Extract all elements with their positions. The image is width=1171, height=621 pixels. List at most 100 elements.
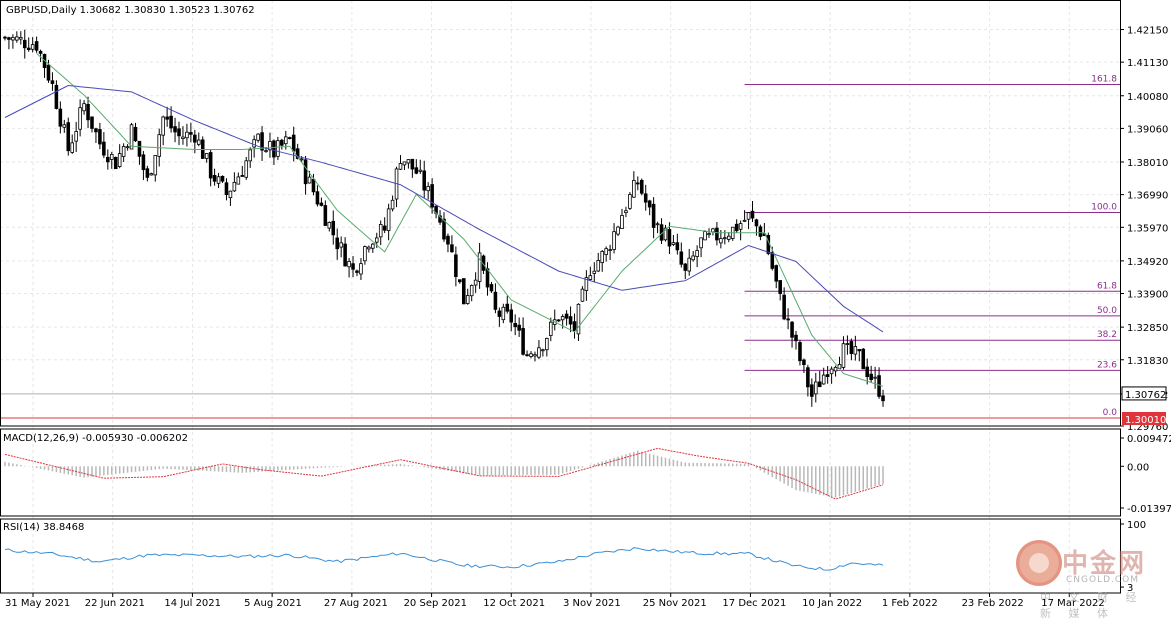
candle-body xyxy=(375,238,378,242)
candle-body xyxy=(458,280,461,282)
candle-body xyxy=(288,138,291,139)
candle-body xyxy=(356,271,359,273)
candle-body xyxy=(146,169,149,178)
candle-body xyxy=(617,227,620,234)
candle-body xyxy=(494,292,497,309)
candle-body xyxy=(454,255,457,277)
candle-body xyxy=(352,264,355,270)
candle-body xyxy=(67,123,70,151)
candle-body xyxy=(751,211,754,218)
candle-body xyxy=(63,125,66,128)
candle-body xyxy=(826,375,829,377)
candle-body xyxy=(379,224,382,236)
candle-body xyxy=(696,251,699,257)
candle-body xyxy=(474,280,477,285)
x-tick-label: 17 Dec 2021 xyxy=(722,598,786,609)
candle-body xyxy=(403,162,406,165)
candle-body xyxy=(174,127,177,132)
candle-body xyxy=(364,247,367,261)
candle-body xyxy=(249,150,252,161)
candle-body xyxy=(779,281,782,294)
rsi-title: RSI(14) 38.8468 xyxy=(3,522,84,533)
x-tick-label: 1 Feb 2022 xyxy=(882,598,938,609)
candle-body xyxy=(178,129,181,136)
fib-level-label: 38.2 xyxy=(1097,330,1117,340)
macd-signal-line xyxy=(5,448,883,499)
candle-body xyxy=(304,160,307,184)
candle-body xyxy=(640,180,643,193)
candle-body xyxy=(842,344,845,368)
x-tick-label: 10 Jan 2022 xyxy=(802,598,862,609)
candle-body xyxy=(320,203,323,205)
fib-level-label: 161.8 xyxy=(1091,75,1117,85)
candle-body xyxy=(300,159,303,160)
candle-body xyxy=(276,141,279,157)
candle-body xyxy=(822,375,825,384)
candle-body xyxy=(217,177,220,184)
candle-body xyxy=(237,177,240,184)
watermark-sub: CNGOLD.COM xyxy=(1066,575,1139,585)
candle-body xyxy=(478,253,481,282)
candles xyxy=(4,30,885,407)
candle-body xyxy=(506,304,509,311)
candle-body xyxy=(747,213,750,220)
candle-body xyxy=(818,382,821,387)
candle-body xyxy=(470,285,473,295)
candle-body xyxy=(557,320,560,321)
candle-body xyxy=(700,238,703,248)
candle-body xyxy=(632,180,635,197)
y-tick-label: 1.40080 xyxy=(1127,92,1168,103)
candle-body xyxy=(834,367,837,371)
candle-body xyxy=(636,183,639,184)
candle-body xyxy=(672,243,675,245)
candle-body xyxy=(170,116,173,128)
candle-body xyxy=(502,307,505,319)
watermark-tagline: 中 文 财 经 新 媒 体 xyxy=(1040,589,1171,621)
candle-body xyxy=(866,367,869,377)
candle-body xyxy=(273,141,276,157)
candle-body xyxy=(209,152,212,177)
candle-body xyxy=(613,232,616,250)
candle-body xyxy=(656,224,659,225)
candle-body xyxy=(83,104,86,111)
x-tick-label: 23 Feb 2022 xyxy=(962,598,1024,609)
moving-average-line xyxy=(5,86,883,332)
main-panel-frame xyxy=(1,1,1121,427)
candle-body xyxy=(19,37,22,39)
candle-body xyxy=(850,341,853,353)
candle-body xyxy=(605,249,608,255)
candle-body xyxy=(324,206,327,226)
candle-body xyxy=(253,140,256,147)
candle-body xyxy=(688,258,691,271)
candle-body xyxy=(874,377,877,378)
candle-body xyxy=(443,219,446,239)
candle-body xyxy=(407,160,410,163)
moving-averages xyxy=(5,54,883,387)
candle-body xyxy=(589,276,592,280)
fib-level-label: 61.8 xyxy=(1097,281,1117,291)
fib-level-label: 23.6 xyxy=(1097,360,1117,370)
y-tick-label: 1.42150 xyxy=(1127,26,1168,37)
candle-body xyxy=(549,322,552,335)
candle-body xyxy=(581,289,584,301)
x-tick-label: 14 Jul 2021 xyxy=(164,598,221,609)
current-price-label: 1.30762 xyxy=(1125,390,1166,401)
candle-body xyxy=(150,174,153,175)
candle-body xyxy=(292,135,295,151)
candle-body xyxy=(759,227,762,237)
candle-body xyxy=(771,253,774,269)
macd-tick-label: 0.00 xyxy=(1127,462,1149,473)
candle-body xyxy=(415,168,418,174)
candle-body xyxy=(644,194,647,202)
candle-body xyxy=(810,385,813,397)
candle-body xyxy=(427,186,430,190)
x-tick-label: 5 Aug 2021 xyxy=(244,598,302,609)
candle-body xyxy=(110,154,113,159)
candle-body xyxy=(316,192,319,204)
x-tick-label: 22 Jun 2021 xyxy=(85,598,145,609)
candle-body xyxy=(783,295,786,319)
candle-body xyxy=(870,374,873,379)
main-grid xyxy=(0,0,1120,593)
candle-body xyxy=(15,37,18,40)
x-tick-label: 25 Nov 2021 xyxy=(643,598,707,609)
